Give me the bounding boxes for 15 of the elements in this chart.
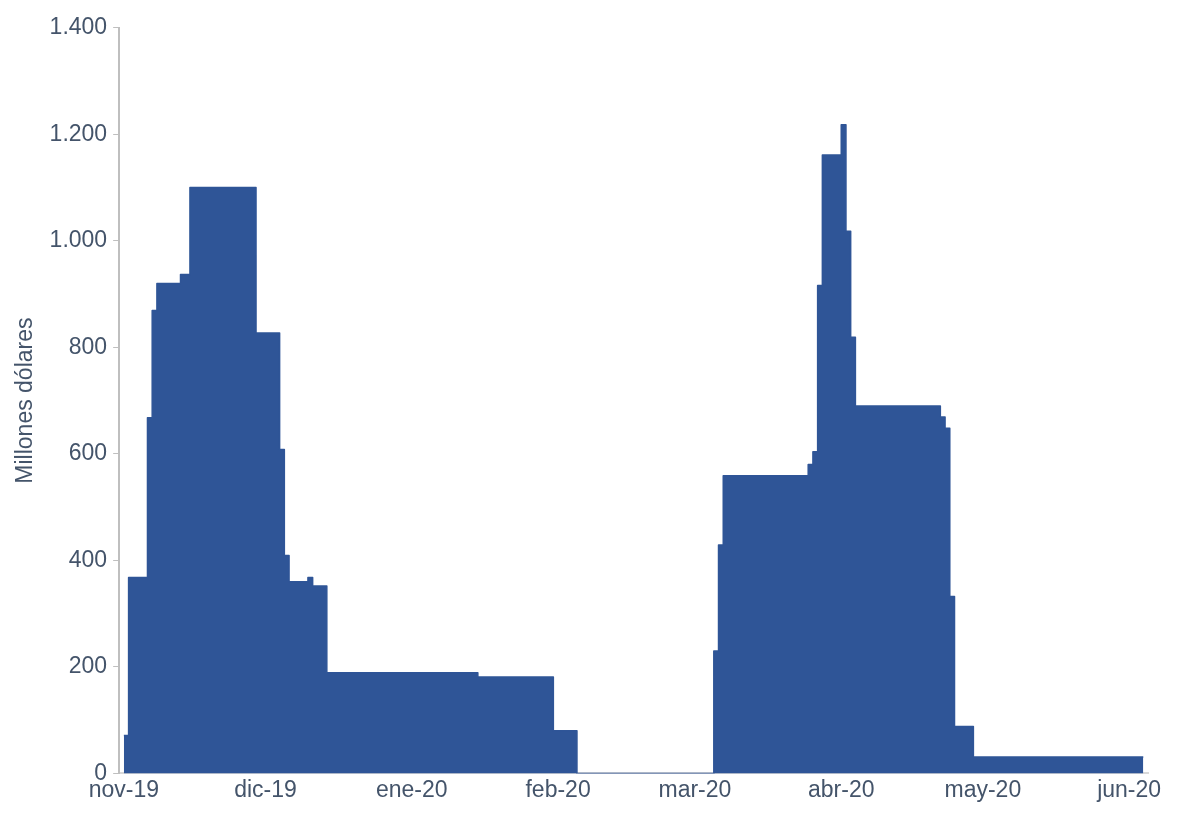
y-tick-label: 1.400: [49, 13, 108, 40]
y-tick-label: 1.200: [49, 119, 108, 146]
x-tick-label: jun-20: [1096, 775, 1162, 802]
x-tick-label: ene-20: [375, 775, 448, 802]
y-tick-label: 200: [68, 652, 108, 679]
y-tick-label: 600: [68, 439, 108, 466]
y-tick-label: 1.000: [49, 226, 108, 253]
x-tick-label: feb-20: [525, 775, 591, 802]
y-axis-title: Millones dólares: [11, 317, 38, 484]
y-tick-label: 400: [68, 545, 108, 572]
x-tick-label: dic-19: [234, 775, 297, 802]
x-tick-label: may-20: [944, 775, 1022, 802]
x-tick-label: abr-20: [807, 775, 875, 802]
y-tick-label: 800: [68, 332, 108, 359]
x-tick-label: mar-20: [658, 775, 732, 802]
